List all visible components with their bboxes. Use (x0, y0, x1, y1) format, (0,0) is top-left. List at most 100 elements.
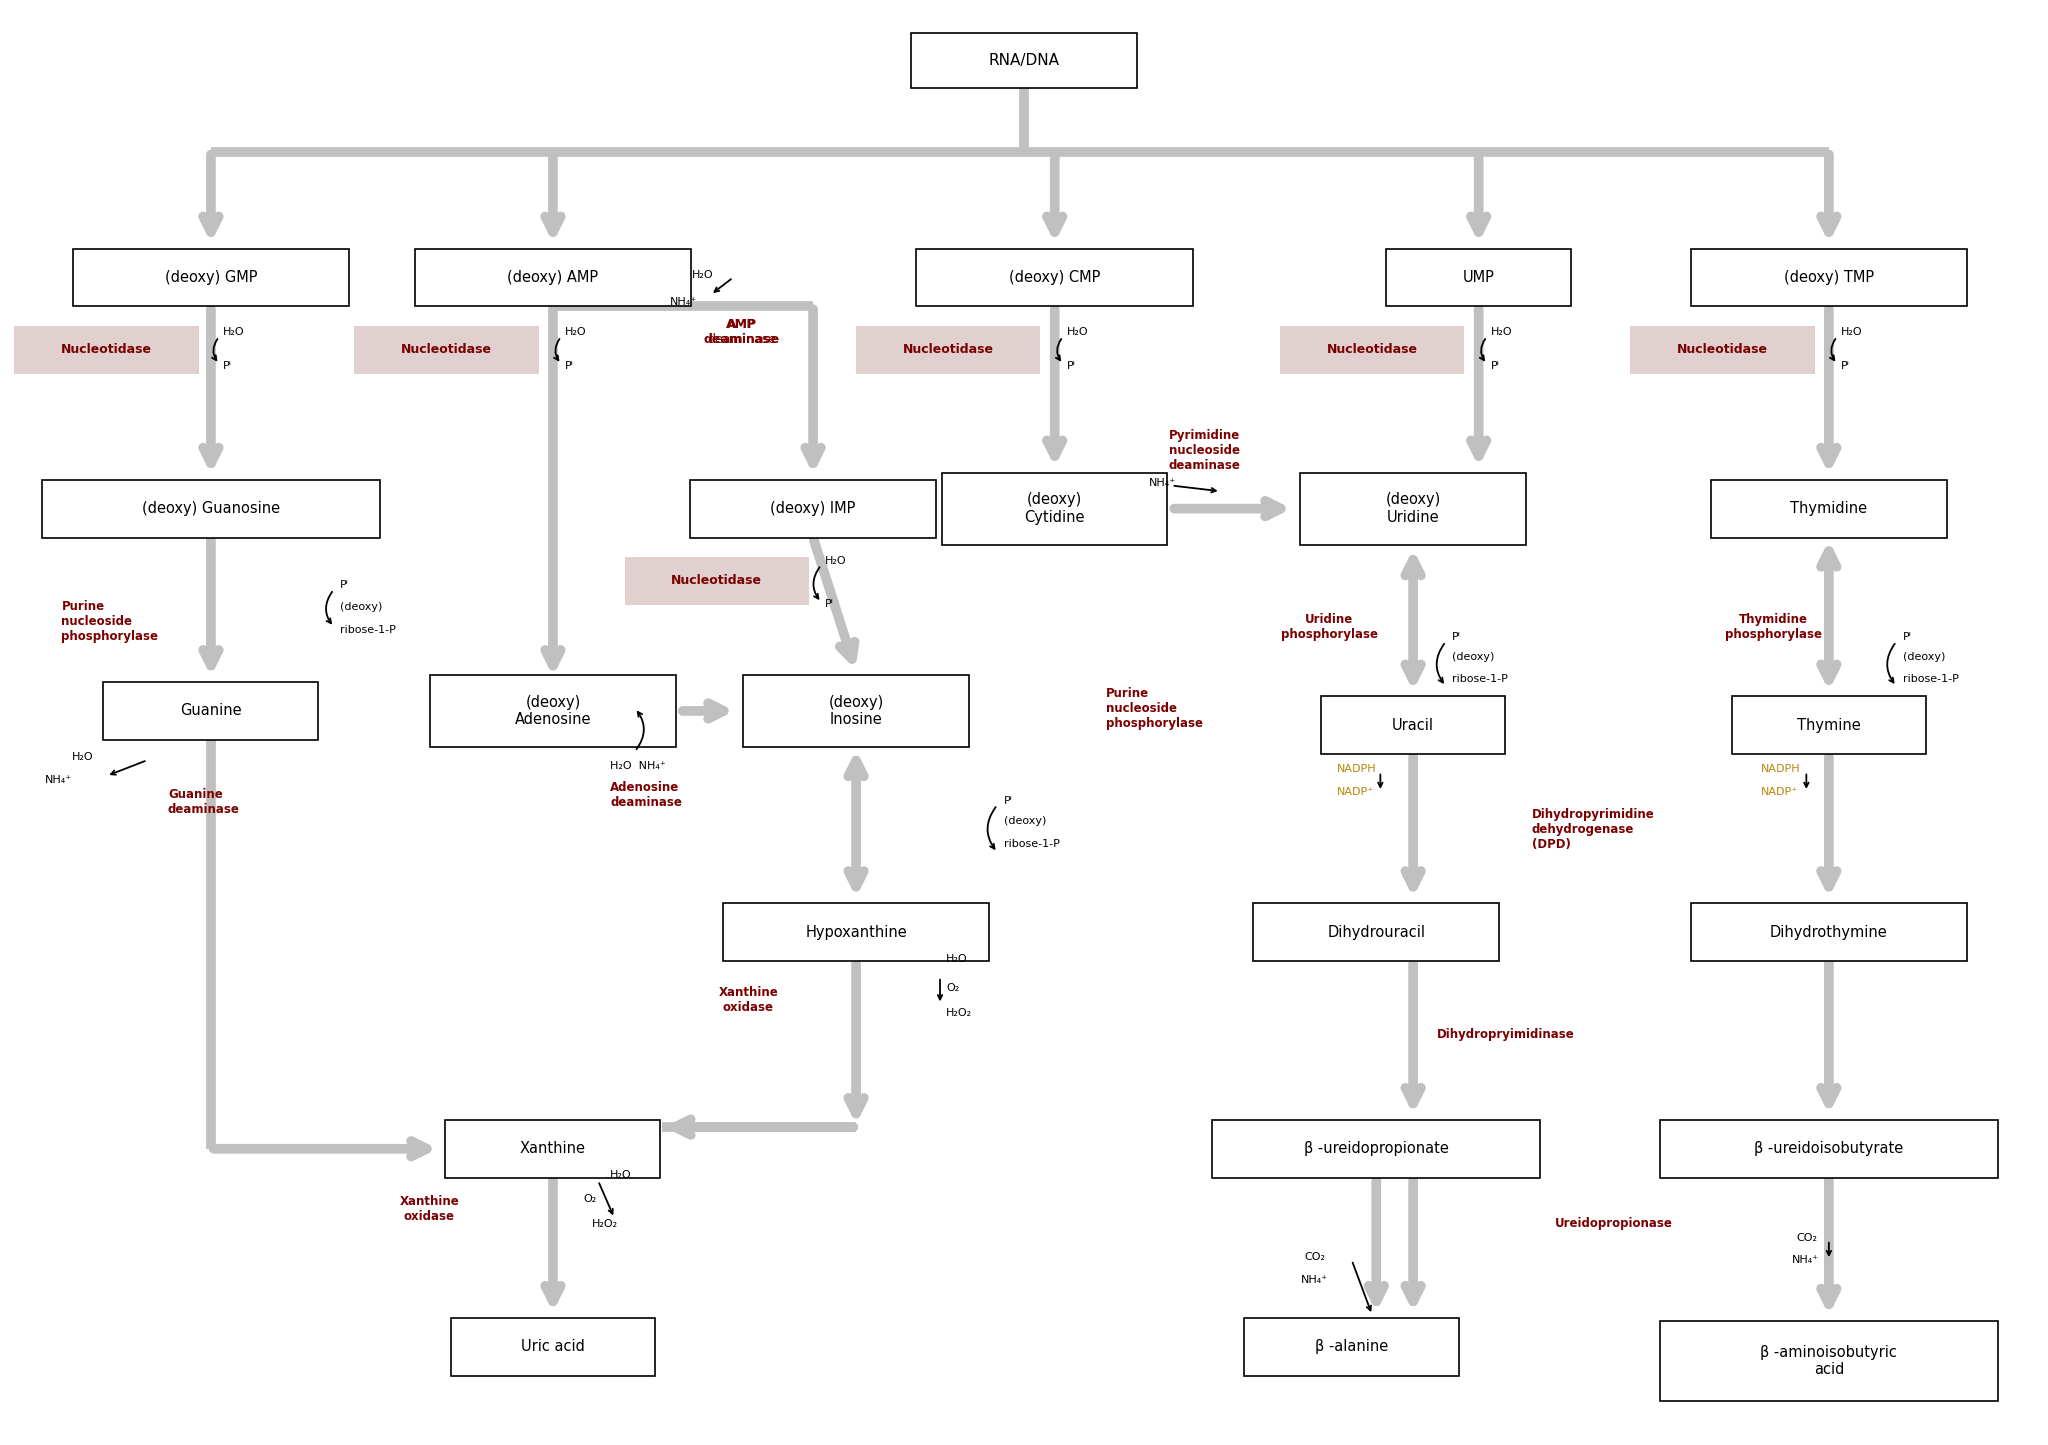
Text: NH₄⁺: NH₄⁺ (45, 776, 72, 785)
Text: H₂O: H₂O (1491, 328, 1513, 337)
FancyBboxPatch shape (743, 675, 969, 747)
Text: H₂O: H₂O (1067, 328, 1090, 337)
Text: (deoxy)
Inosine: (deoxy) Inosine (829, 695, 883, 727)
Text: Nucleotidase: Nucleotidase (61, 344, 152, 355)
Text: Purine
nucleoside
phosphorylase: Purine nucleoside phosphorylase (1106, 686, 1202, 730)
Text: ribose-1-P: ribose-1-P (1903, 675, 1958, 683)
FancyBboxPatch shape (102, 682, 319, 740)
Text: β -aminoisobutyric
acid: β -aminoisobutyric acid (1761, 1345, 1896, 1377)
FancyBboxPatch shape (446, 1120, 659, 1178)
FancyArrowPatch shape (1831, 340, 1835, 360)
Text: Xanthine
oxidase: Xanthine oxidase (719, 985, 778, 1014)
Text: Xanthine
oxidase: Xanthine oxidase (399, 1195, 459, 1224)
Text: H₂O: H₂O (565, 328, 588, 337)
Text: Pᴵ: Pᴵ (825, 600, 834, 608)
Text: NH₄⁺: NH₄⁺ (1300, 1276, 1327, 1285)
FancyArrowPatch shape (987, 808, 995, 848)
Text: Dihydrouracil: Dihydrouracil (1327, 925, 1425, 939)
Text: Dihydropyrimidine
dehydrogenase
(DPD): Dihydropyrimidine dehydrogenase (DPD) (1532, 808, 1655, 851)
FancyBboxPatch shape (1692, 903, 1966, 961)
Text: Hypoxanthine: Hypoxanthine (805, 925, 907, 939)
Text: Xanthine: Xanthine (520, 1142, 586, 1156)
FancyBboxPatch shape (911, 33, 1137, 88)
Text: Nucleotidase: Nucleotidase (903, 344, 993, 355)
Text: (deoxy) Guanosine: (deoxy) Guanosine (141, 501, 281, 516)
Text: (deoxy): (deoxy) (1903, 653, 1946, 662)
Text: NH₄⁺: NH₄⁺ (670, 298, 696, 306)
Text: β -ureidoisobutyrate: β -ureidoisobutyrate (1755, 1142, 1903, 1156)
FancyBboxPatch shape (1659, 1120, 1999, 1178)
FancyArrowPatch shape (1886, 644, 1894, 682)
Text: NH₄⁺: NH₄⁺ (1792, 1256, 1819, 1264)
Text: NADP⁺: NADP⁺ (1337, 788, 1374, 796)
Text: H₂O₂: H₂O₂ (592, 1220, 618, 1228)
Text: Pᴵ: Pᴵ (1903, 633, 1911, 642)
FancyBboxPatch shape (1733, 696, 1925, 754)
Text: Thymine: Thymine (1796, 718, 1862, 733)
FancyBboxPatch shape (1630, 325, 1815, 374)
FancyArrowPatch shape (1436, 644, 1444, 682)
Text: H₂O: H₂O (825, 556, 848, 565)
Text: Ureidopropionase: Ureidopropionase (1554, 1218, 1673, 1230)
Text: Uracil: Uracil (1393, 718, 1434, 733)
FancyBboxPatch shape (1245, 1318, 1458, 1376)
Text: H₂O: H₂O (610, 1170, 633, 1179)
FancyBboxPatch shape (451, 1318, 655, 1376)
FancyBboxPatch shape (1659, 1321, 1999, 1402)
Text: NH₄⁺: NH₄⁺ (1149, 478, 1176, 487)
Text: (deoxy) AMP: (deoxy) AMP (508, 270, 598, 285)
Text: (deoxy)
Adenosine: (deoxy) Adenosine (514, 695, 592, 727)
Text: Nucleotidase: Nucleotidase (401, 344, 492, 355)
Text: (deoxy) TMP: (deoxy) TMP (1784, 270, 1874, 285)
Text: (deoxy) IMP: (deoxy) IMP (770, 501, 856, 516)
FancyBboxPatch shape (430, 675, 676, 747)
Text: H₂O: H₂O (72, 753, 94, 762)
Text: Pᴵ: Pᴵ (1841, 361, 1849, 370)
Text: β -alanine: β -alanine (1315, 1340, 1389, 1354)
Text: H₂O: H₂O (1841, 328, 1864, 337)
Text: H₂O: H₂O (223, 328, 246, 337)
Text: H₂O: H₂O (692, 270, 715, 279)
Text: Nucleotidase: Nucleotidase (1327, 344, 1417, 355)
Text: UMP: UMP (1462, 270, 1495, 285)
FancyArrowPatch shape (1481, 340, 1485, 360)
FancyBboxPatch shape (354, 325, 539, 374)
Text: H₂O: H₂O (946, 955, 969, 964)
FancyBboxPatch shape (625, 556, 809, 604)
FancyArrowPatch shape (326, 592, 332, 623)
Text: (deoxy): (deoxy) (1452, 653, 1495, 662)
FancyBboxPatch shape (1253, 903, 1499, 961)
FancyBboxPatch shape (918, 249, 1192, 306)
Text: NADPH: NADPH (1337, 764, 1376, 773)
Text: NADPH: NADPH (1761, 764, 1800, 773)
Text: Pᴵ: Pᴵ (1004, 796, 1012, 805)
FancyBboxPatch shape (1692, 249, 1966, 306)
FancyBboxPatch shape (1212, 1120, 1540, 1178)
Text: (deoxy) CMP: (deoxy) CMP (1010, 270, 1100, 285)
Text: Pᴵ: Pᴵ (1491, 361, 1499, 370)
Text: H₂O  NH₄⁺: H₂O NH₄⁺ (610, 762, 666, 770)
Text: Guanine
deaminase: Guanine deaminase (168, 788, 240, 816)
Text: H₂O₂: H₂O₂ (946, 1009, 973, 1017)
Text: Uric acid: Uric acid (520, 1340, 586, 1354)
Text: Pᴵ: Pᴵ (1067, 361, 1075, 370)
FancyBboxPatch shape (690, 480, 936, 538)
Text: Guanine: Guanine (180, 704, 242, 718)
Text: Adenosine
deaminase: Adenosine deaminase (610, 780, 682, 809)
Text: (deoxy)
Cytidine: (deoxy) Cytidine (1024, 493, 1085, 525)
Text: (deoxy): (deoxy) (1004, 816, 1047, 825)
Text: CO₂: CO₂ (1796, 1234, 1817, 1243)
Text: (deoxy)
Uridine: (deoxy) Uridine (1386, 493, 1440, 525)
Text: Uridine
phosphorylase: Uridine phosphorylase (1280, 613, 1378, 642)
Text: O₂: O₂ (584, 1195, 596, 1204)
Text: (deoxy): (deoxy) (340, 603, 383, 611)
FancyBboxPatch shape (1712, 480, 1946, 538)
Text: ribose-1-P: ribose-1-P (1004, 840, 1059, 848)
FancyBboxPatch shape (1280, 325, 1464, 374)
FancyArrowPatch shape (1057, 340, 1061, 360)
Text: NADP⁺: NADP⁺ (1761, 788, 1798, 796)
Text: (deoxy) GMP: (deoxy) GMP (164, 270, 258, 285)
Text: β -ureidopropionate: β -ureidopropionate (1305, 1142, 1448, 1156)
Text: Nucleotidase: Nucleotidase (672, 575, 762, 587)
FancyBboxPatch shape (414, 249, 692, 306)
